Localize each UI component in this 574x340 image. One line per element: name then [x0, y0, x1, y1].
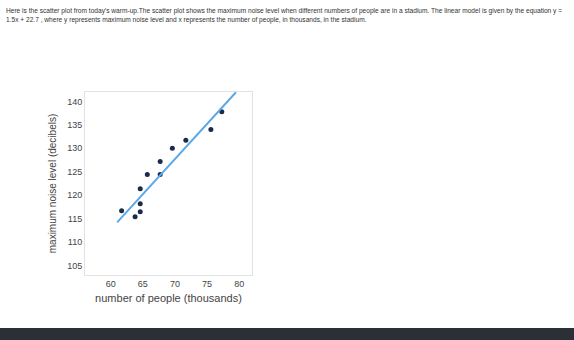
svg-text:maximum noise level (decibels): maximum noise level (decibels) — [47, 114, 58, 254]
svg-text:105: 105 — [67, 261, 82, 271]
svg-text:135: 135 — [67, 120, 82, 130]
svg-text:110: 110 — [68, 237, 82, 247]
svg-text:120: 120 — [67, 190, 82, 200]
svg-text:60: 60 — [106, 279, 116, 289]
svg-text:75: 75 — [202, 279, 212, 289]
svg-text:65: 65 — [138, 279, 148, 289]
html-text:Here is the scatter plot from: Here is the scatter plot from today's wa… — [6, 7, 563, 23]
svg-text:number of people (thousands): number of people (thousands) — [95, 292, 242, 304]
svg-text:70: 70 — [170, 279, 180, 289]
svg-text:130: 130 — [67, 143, 82, 153]
svg-text:80: 80 — [234, 279, 244, 289]
svg-text:115: 115 — [68, 214, 82, 224]
svg-text:125: 125 — [67, 167, 82, 177]
svg-text:140: 140 — [67, 97, 82, 107]
